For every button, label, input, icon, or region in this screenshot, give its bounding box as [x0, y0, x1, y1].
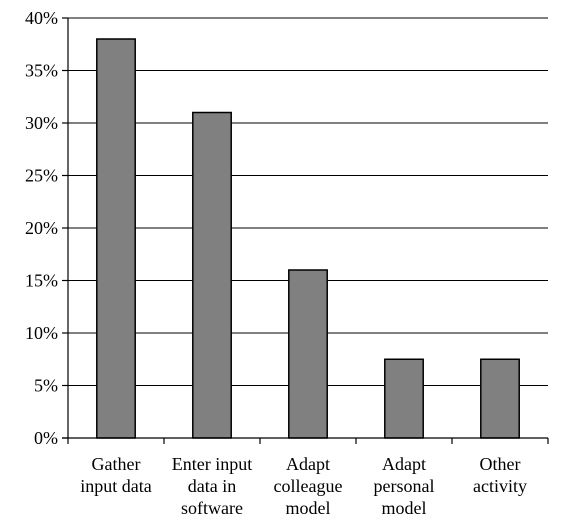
x-category-label: Adapt colleague model — [274, 454, 343, 518]
x-category-label: Other activity — [473, 454, 527, 496]
x-category-label-line: data in — [188, 476, 236, 496]
y-tick-label: 10% — [25, 323, 58, 343]
x-category-label-line: Adapt — [286, 454, 330, 474]
y-tick-label: 25% — [25, 166, 58, 186]
bar — [288, 269, 328, 439]
x-category-label-line: model — [382, 498, 427, 518]
bar — [480, 358, 520, 439]
x-category-label-line: Adapt — [382, 454, 426, 474]
x-category-label-line: software — [181, 498, 243, 518]
x-category-label-line: model — [286, 498, 331, 518]
y-tick-label: 35% — [25, 61, 58, 81]
y-tick-label: 40% — [25, 8, 58, 28]
x-category-label-line: activity — [473, 476, 527, 496]
x-category-label-line: Enter input — [172, 454, 252, 474]
y-tick-label: 0% — [34, 428, 58, 448]
y-tick-label: 30% — [25, 113, 58, 133]
x-category-label-line: input data — [80, 476, 151, 496]
bar — [384, 358, 424, 439]
y-tick-label: 20% — [25, 218, 58, 238]
y-tick-label: 5% — [34, 376, 58, 396]
x-category-label-line: personal — [374, 476, 435, 496]
x-category-label: Gather input data — [80, 454, 151, 496]
x-category-label-line: Gather — [92, 454, 141, 474]
x-category-label-line: colleague — [274, 476, 343, 496]
y-tick-label: 15% — [25, 271, 58, 291]
x-axis-ticks: Gather input data Enter input data in softwa… — [67, 438, 549, 518]
bar — [96, 38, 136, 439]
x-category-label-line: Other — [480, 454, 521, 474]
y-axis-ticks: 0% 5% 10% 15% 20% 25% 30% 35% 40% — [25, 8, 68, 448]
x-category-label: Adapt personal model — [374, 454, 435, 518]
bar — [192, 111, 232, 439]
bars — [96, 38, 520, 439]
x-category-label: Enter input data in software — [172, 454, 252, 518]
